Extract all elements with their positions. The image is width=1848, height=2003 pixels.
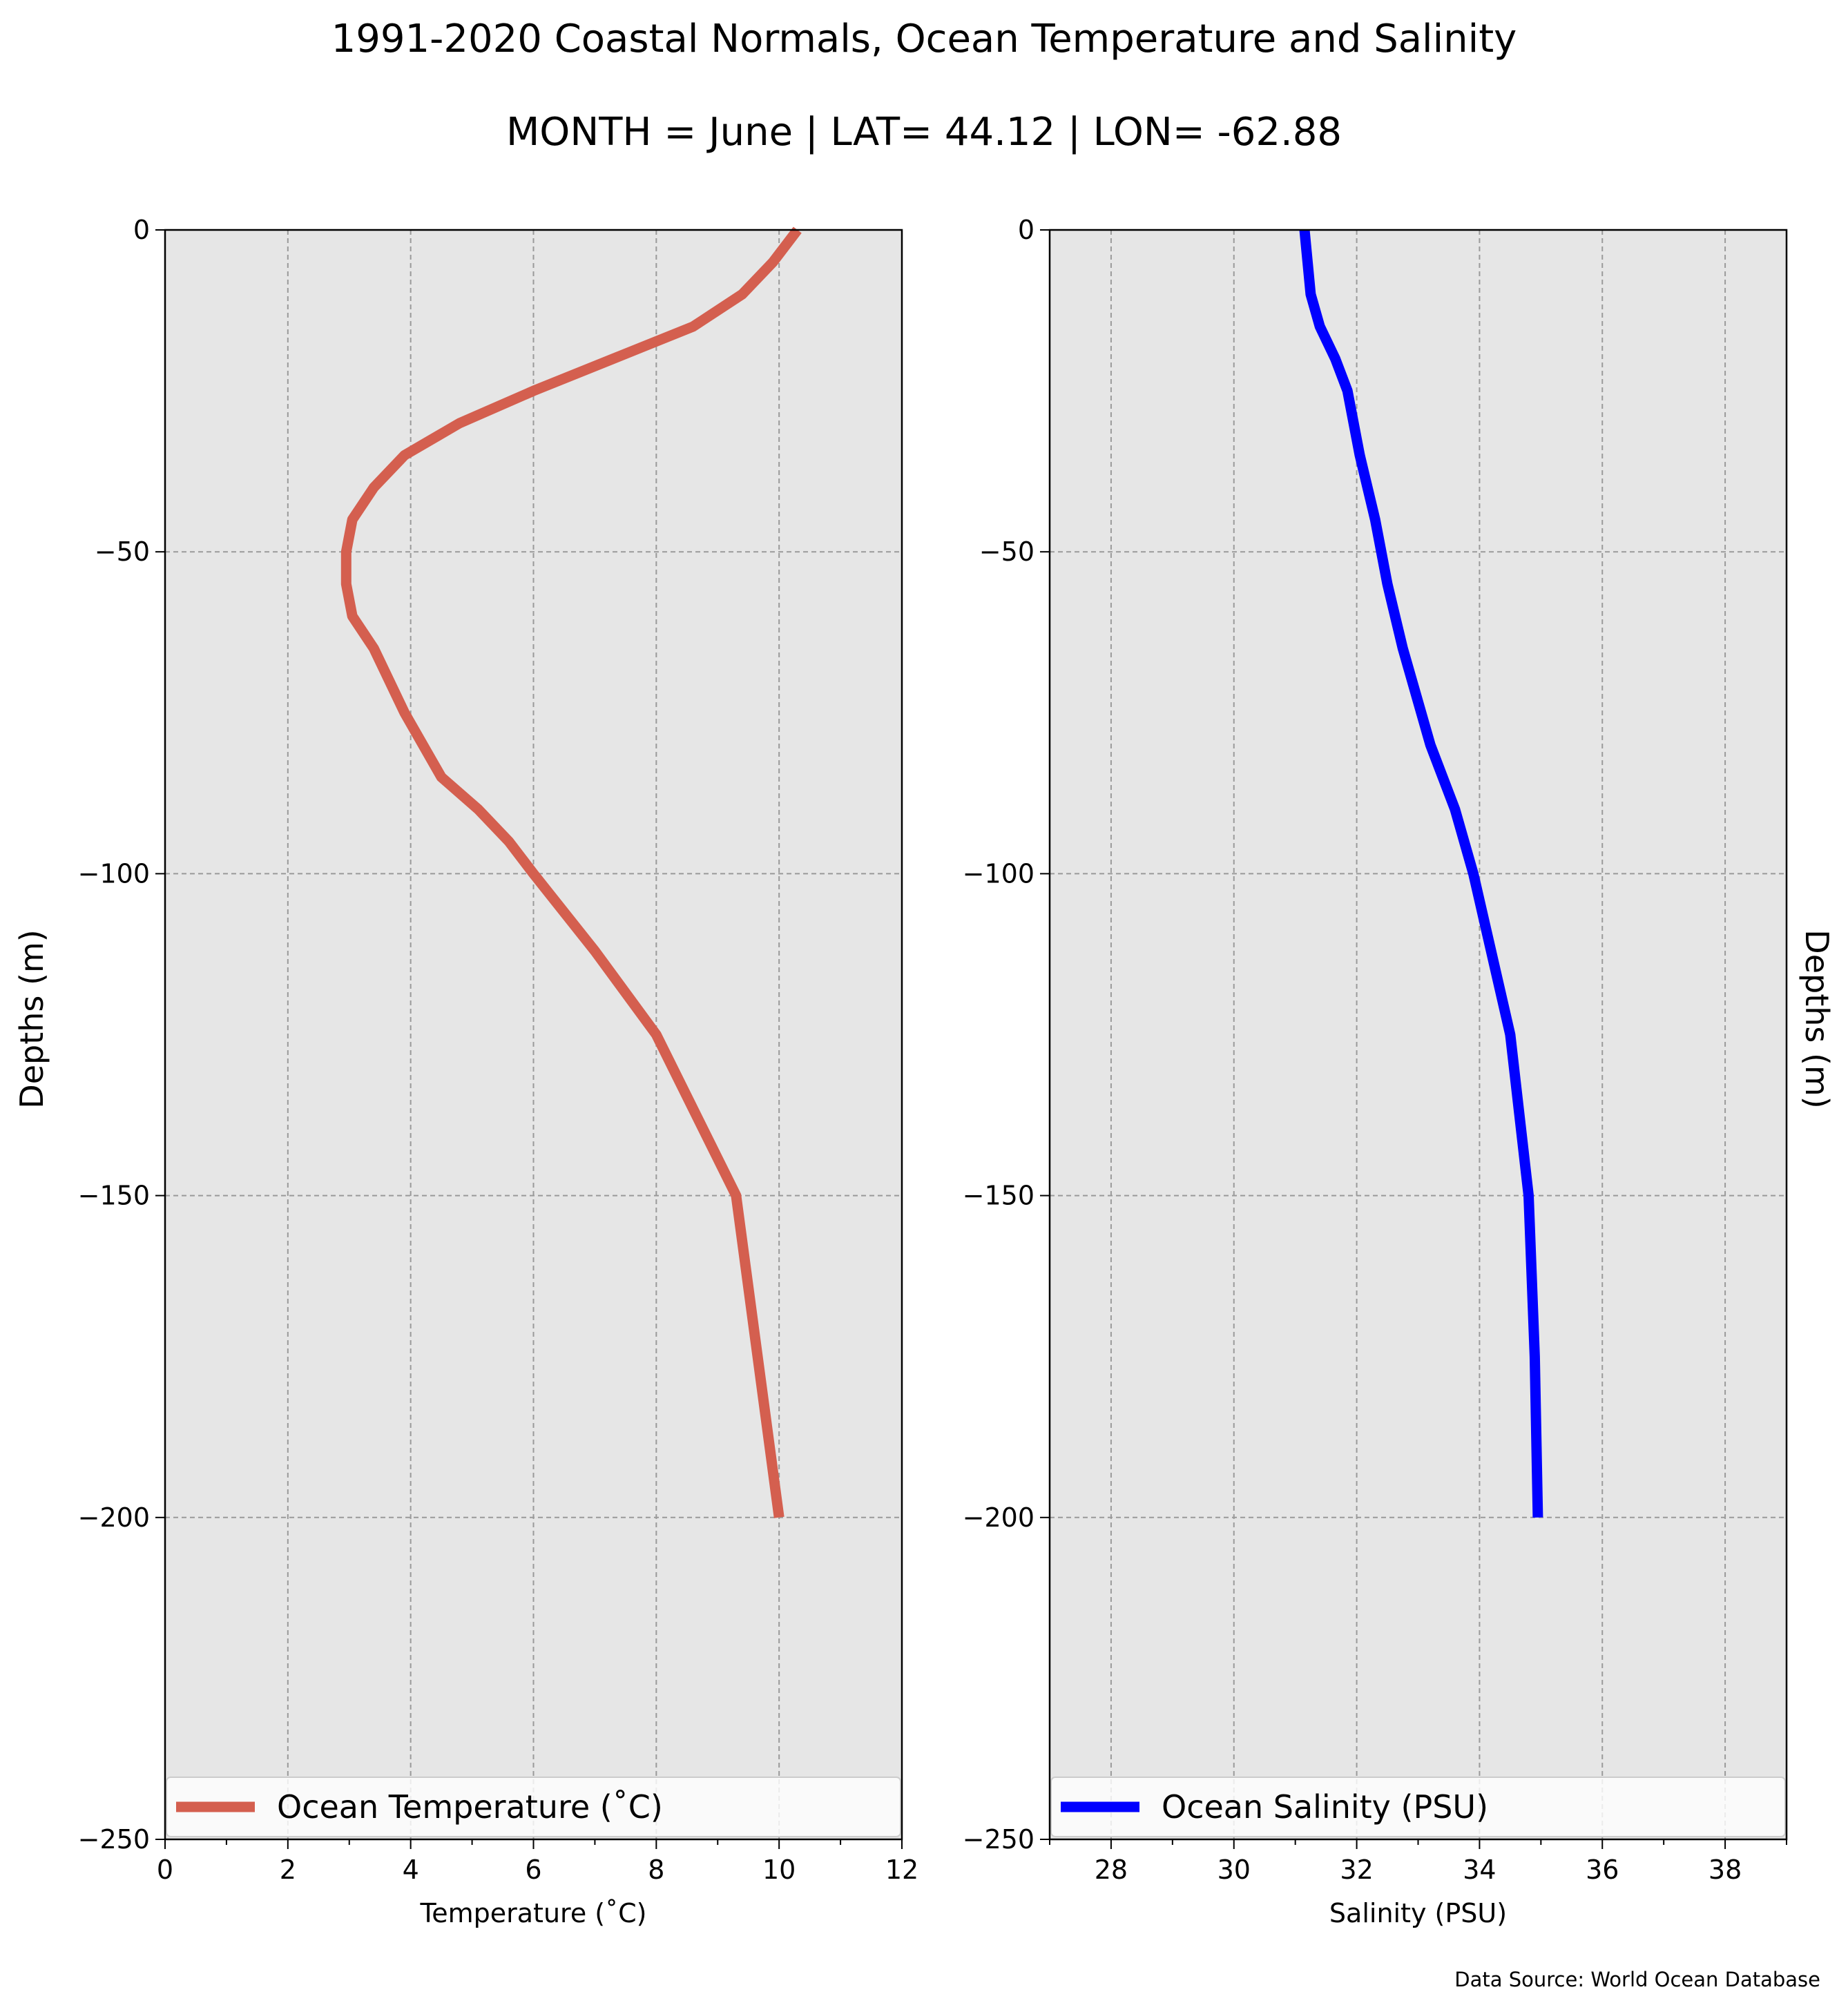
temperature-x-tick-label-2: 4: [403, 1855, 419, 1885]
salinity-x-tick-label-3: 34: [1463, 1855, 1496, 1885]
right-y-axis-label: Depths (m): [1798, 929, 1836, 1108]
temperature-panel: 0 2 4 6 8 10 12 0 −50 −100 −150 −200 −250 Temperature…: [78, 215, 919, 1928]
salinity-y-tick-label-5: −250: [963, 1824, 1034, 1855]
salinity-x-tick-label-4: 36: [1586, 1855, 1619, 1885]
temperature-x-tick-label-5: 10: [762, 1855, 796, 1885]
temperature-series-line-0: [340, 226, 802, 1518]
temperature-x-axis-label: Temperature (˚C): [420, 1898, 647, 1928]
temperature-y-tick-label-2: −100: [78, 858, 150, 889]
chart-title: 1991-2020 Coastal Normals, Ocean Tempera…: [331, 17, 1517, 61]
temperature-y-tick-label-5: −250: [78, 1824, 150, 1855]
salinity-x-tick-label-0: 28: [1095, 1855, 1128, 1885]
salinity-series-line-0: [1299, 229, 1543, 1518]
salinity-x-axis-label: Salinity (PSU): [1329, 1898, 1507, 1928]
temperature-x-tick-label-6: 12: [885, 1855, 918, 1885]
salinity-x-tick-label-5: 38: [1709, 1855, 1742, 1885]
temperature-x-tick-label-1: 2: [280, 1855, 296, 1885]
salinity-axes-frame: [1048, 229, 1788, 1841]
temperature-y-tick-label-1: −50: [95, 536, 150, 567]
temperature-x-tick-label-3: 6: [525, 1855, 541, 1885]
salinity-x-tick-label-1: 30: [1217, 1855, 1251, 1885]
temperature-legend-box: [166, 1777, 901, 1837]
left-y-axis-label: Depths (m): [13, 929, 50, 1108]
salinity-plot-area: [1050, 230, 1787, 1839]
temperature-y-tick-label-3: −150: [78, 1181, 150, 1211]
temperature-x-tick-label-4: 8: [648, 1855, 664, 1885]
salinity-legend-box: [1050, 1777, 1786, 1837]
salinity-y-tick-label-4: −200: [963, 1502, 1034, 1533]
temperature-y-tick-label-0: 0: [133, 215, 150, 245]
temperature-y-tick-label-4: −200: [78, 1502, 150, 1533]
salinity-legend-label: Ocean Salinity (PSU): [1162, 1788, 1488, 1826]
salinity-y-tick-label-2: −100: [963, 858, 1034, 889]
temperature-legend: Ocean Temperature (˚C): [166, 1777, 901, 1837]
salinity-y-tick-label-3: −150: [963, 1181, 1034, 1211]
salinity-x-tick-label-2: 32: [1340, 1855, 1373, 1885]
temperature-axes-frame: [164, 229, 903, 1841]
salinity-legend: Ocean Salinity (PSU): [1050, 1777, 1786, 1837]
salinity-y-tick-label-0: 0: [1018, 215, 1034, 245]
temperature-legend-label: Ocean Temperature (˚C): [277, 1788, 663, 1826]
salinity-y-tick-label-1: −50: [979, 536, 1034, 567]
data-source-note: Data Source: World Ocean Database: [1454, 1968, 1820, 1991]
salinity-panel: 28 30 32 34 36 38 0 −50 −100 −150 −200 −250 Salinity…: [963, 215, 1788, 1928]
temperature-x-tick-label-0: 0: [157, 1855, 173, 1885]
chart-subtitle: MONTH = June | LAT= 44.12 | LON= -62.88: [506, 110, 1342, 155]
